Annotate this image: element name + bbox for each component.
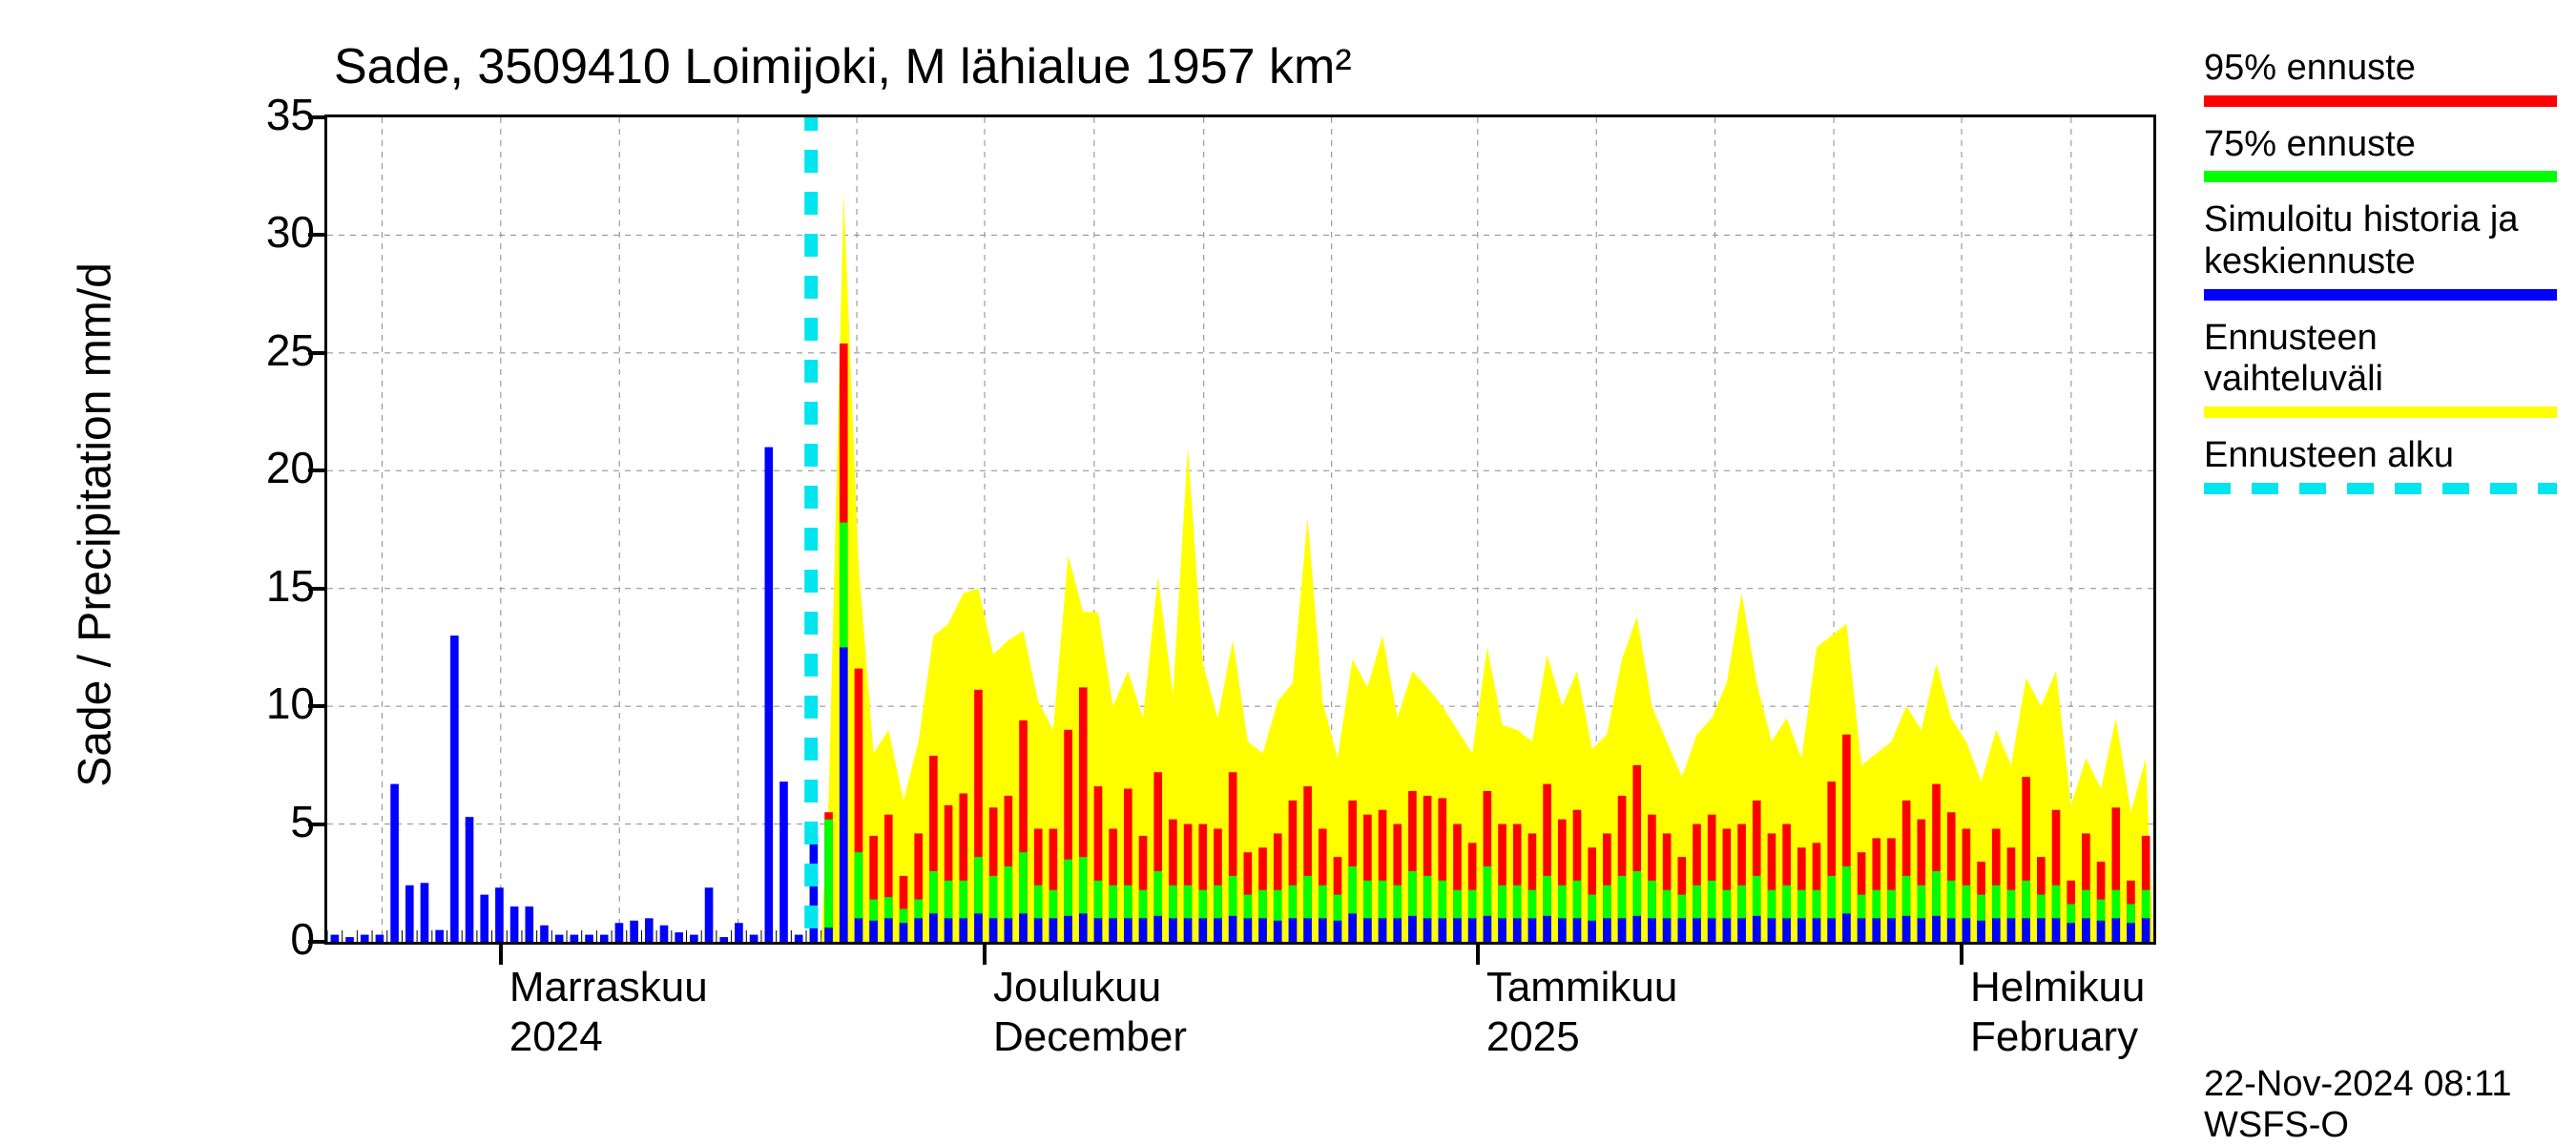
legend-item: Ennusteen vaihteluväli bbox=[2204, 318, 2557, 418]
xtick-label-sub: December bbox=[993, 1013, 1187, 1061]
legend-item: 95% ennuste bbox=[2204, 48, 2557, 107]
xtick-label-sub: 2025 bbox=[1486, 1013, 1580, 1061]
legend-item: 75% ennuste bbox=[2204, 124, 2557, 183]
legend-swatch bbox=[2204, 483, 2557, 494]
legend-swatch bbox=[2204, 289, 2557, 301]
ytick-label: 15 bbox=[266, 560, 315, 612]
legend-label: Ennusteen alku bbox=[2204, 435, 2557, 477]
plot-svg bbox=[327, 117, 2153, 942]
legend-swatch bbox=[2204, 406, 2557, 418]
legend-label: Ennusteen vaihteluväli bbox=[2204, 318, 2557, 401]
footer-timestamp: 22-Nov-2024 08:11 WSFS-O bbox=[2204, 1064, 2576, 1146]
y-axis-label: Sade / Precipitation mm/d bbox=[70, 262, 122, 787]
chart-title: Sade, 3509410 Loimijoki, M lähialue 1957… bbox=[334, 38, 1352, 95]
ytick-label: 5 bbox=[290, 796, 315, 847]
legend: 95% ennuste 75% ennuste Simuloitu historia… bbox=[2204, 48, 2557, 511]
xtick-label-month: Helmikuu bbox=[1970, 964, 2145, 1011]
xtick-label-month: Marraskuu bbox=[509, 964, 708, 1011]
ytick-label: 30 bbox=[266, 206, 315, 258]
legend-item: Ennusteen alku bbox=[2204, 435, 2557, 494]
ytick-label: 0 bbox=[290, 913, 315, 965]
ytick-label: 35 bbox=[266, 89, 315, 140]
legend-item: Simuloitu historia ja keskiennuste bbox=[2204, 199, 2557, 300]
legend-label: 95% ennuste bbox=[2204, 48, 2557, 90]
xtick-label-sub: 2024 bbox=[509, 1013, 603, 1061]
legend-label: 75% ennuste bbox=[2204, 124, 2557, 166]
xtick-label-month: Joulukuu bbox=[993, 964, 1161, 1011]
legend-swatch bbox=[2204, 171, 2557, 182]
ytick-label: 25 bbox=[266, 324, 315, 376]
ytick-label: 10 bbox=[266, 677, 315, 729]
plot-area bbox=[324, 115, 2156, 945]
legend-label: Simuloitu historia ja keskiennuste bbox=[2204, 199, 2557, 282]
ytick-label: 20 bbox=[266, 442, 315, 493]
xtick-label-sub: February bbox=[1970, 1013, 2138, 1061]
precipitation-chart: Sade, 3509410 Loimijoki, M lähialue 1957… bbox=[0, 0, 2576, 1145]
legend-swatch bbox=[2204, 95, 2557, 107]
xtick-label-month: Tammikuu bbox=[1486, 964, 1678, 1011]
